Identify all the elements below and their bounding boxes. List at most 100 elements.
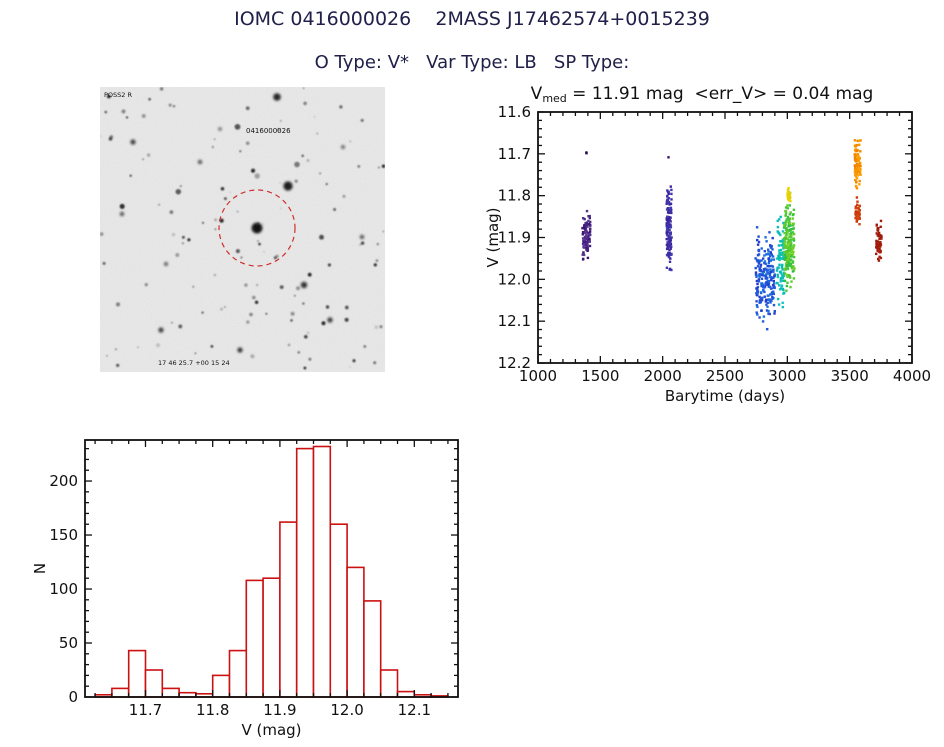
data-point	[587, 219, 590, 223]
data-point	[778, 253, 781, 256]
data-point	[790, 280, 793, 283]
data-point	[757, 240, 761, 244]
data-point	[786, 204, 789, 207]
data-point	[856, 168, 859, 171]
data-point	[791, 260, 795, 263]
data-point	[780, 257, 783, 260]
data-point	[772, 270, 775, 273]
data-point	[787, 239, 790, 242]
data-point	[854, 178, 857, 182]
data-point	[856, 163, 859, 167]
data-point	[788, 204, 791, 207]
data-point	[791, 217, 794, 220]
data-point	[792, 250, 795, 253]
data-point	[665, 200, 669, 204]
data-point	[668, 245, 671, 248]
data-point	[668, 223, 671, 226]
data-point	[784, 222, 787, 225]
data-point	[779, 280, 782, 283]
data-point	[669, 243, 673, 246]
data-point	[785, 218, 788, 221]
data-point	[669, 245, 673, 249]
data-point	[757, 280, 761, 283]
data-point	[768, 260, 771, 263]
x-tick-label: 12.1	[398, 701, 431, 719]
data-point	[783, 257, 786, 261]
data-point	[589, 224, 592, 227]
data-point	[667, 156, 670, 159]
data-point	[878, 237, 881, 241]
data-point	[668, 218, 671, 221]
data-point	[757, 278, 761, 281]
data-point	[581, 226, 584, 230]
data-point	[756, 282, 759, 286]
data-point	[780, 284, 783, 287]
data-point	[773, 273, 776, 276]
data-point	[790, 238, 793, 241]
data-point	[668, 260, 672, 263]
data-point	[787, 247, 790, 251]
data-point	[856, 211, 859, 214]
data-point	[790, 250, 793, 254]
data-point	[792, 233, 796, 236]
data-point	[790, 255, 793, 258]
data-point	[788, 233, 791, 236]
data-point	[790, 228, 793, 231]
data-point	[757, 253, 761, 256]
data-point	[666, 207, 670, 210]
data-point	[782, 221, 785, 225]
data-point	[762, 270, 766, 273]
data-point	[588, 244, 592, 248]
data-point	[666, 242, 670, 245]
data-point	[781, 241, 785, 244]
data-point	[767, 261, 770, 265]
data-point	[584, 240, 587, 244]
data-point	[666, 211, 670, 214]
data-point	[876, 248, 879, 251]
hist-bar	[363, 600, 382, 698]
data-point	[586, 243, 589, 246]
data-point	[665, 199, 669, 202]
data-point	[669, 207, 672, 210]
data-point	[855, 170, 858, 174]
data-point	[786, 230, 789, 233]
data-point	[787, 245, 790, 248]
data-point	[667, 216, 671, 219]
data-point	[667, 197, 671, 200]
data-point	[792, 239, 796, 242]
data-point	[586, 225, 589, 228]
data-point	[787, 256, 790, 259]
data-point	[584, 231, 587, 235]
data-point	[855, 143, 859, 147]
hist-bar	[312, 445, 332, 698]
data-point	[779, 248, 783, 252]
data-point	[877, 227, 880, 230]
data-point	[783, 250, 786, 254]
data-point	[770, 245, 773, 248]
data-point	[668, 243, 671, 246]
data-point	[781, 273, 785, 277]
hist-bar	[111, 687, 130, 698]
data-point	[666, 228, 669, 232]
data-point	[666, 189, 669, 192]
data-point	[761, 320, 765, 323]
data-point	[877, 257, 880, 261]
data-point	[760, 309, 763, 312]
data-point	[855, 149, 858, 153]
x-tick-label: 2500	[706, 367, 744, 385]
data-point	[789, 276, 792, 279]
data-point	[756, 305, 759, 309]
data-point	[879, 242, 882, 246]
page-title: IOMC 0416000026 2MASS J17462574+0015239	[234, 8, 710, 30]
data-point	[755, 300, 758, 303]
data-point	[768, 298, 771, 301]
histogram-svg: 11.7 11.8 11.9 12.0 12.1 0 50 100 150 200 V (mag) N	[31, 439, 459, 739]
data-point	[788, 193, 792, 196]
data-point	[767, 250, 770, 253]
data-point	[786, 188, 790, 192]
data-point	[756, 260, 759, 263]
data-point	[585, 234, 588, 237]
data-point	[790, 231, 793, 234]
data-point	[581, 253, 584, 256]
data-point	[767, 248, 770, 251]
